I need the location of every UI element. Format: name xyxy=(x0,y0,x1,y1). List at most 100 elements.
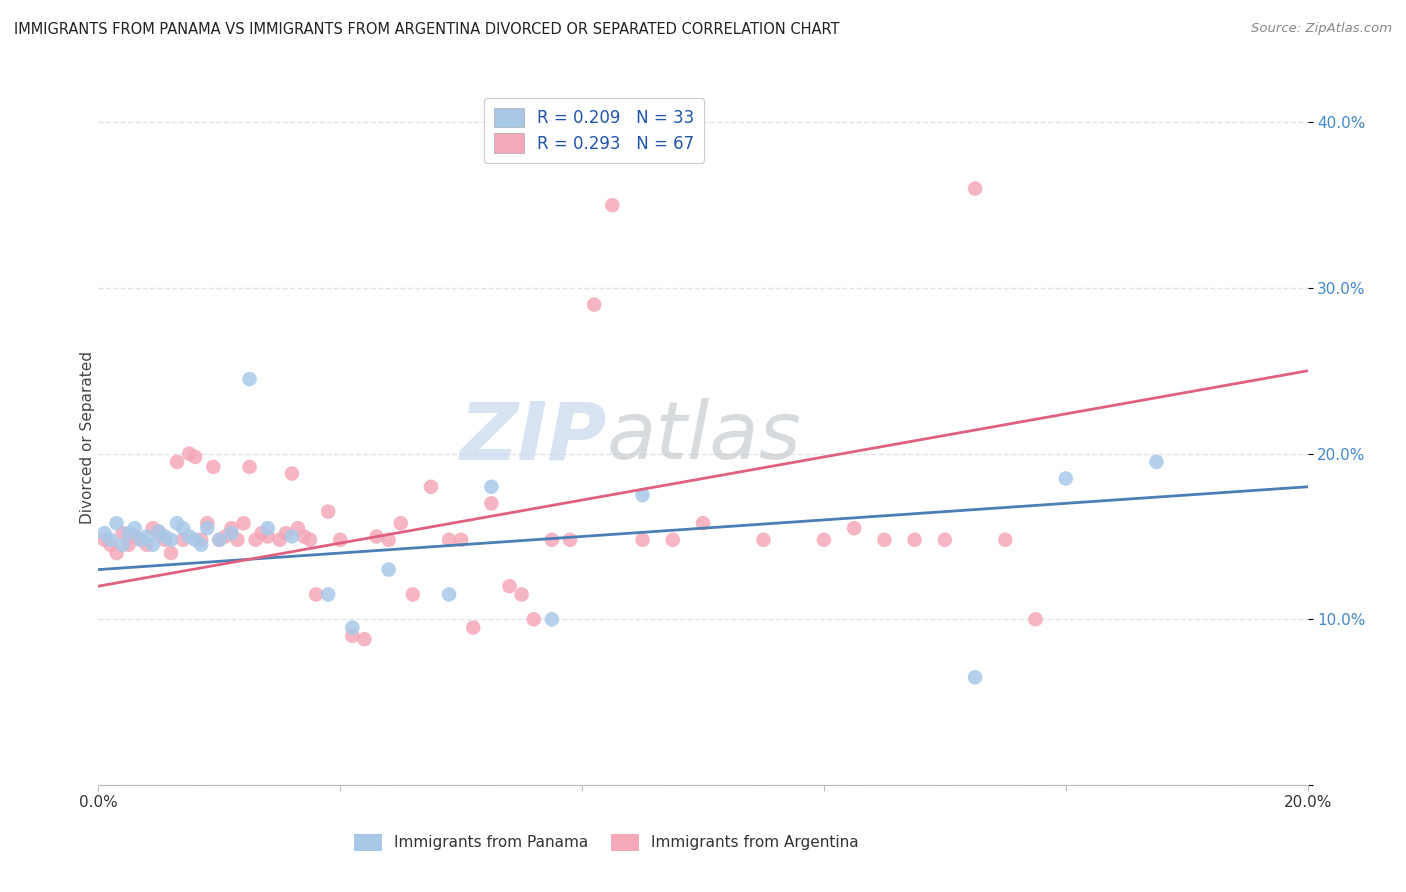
Point xyxy=(342,629,364,643)
Point xyxy=(481,480,503,494)
Point xyxy=(100,533,122,547)
Point xyxy=(195,521,218,535)
Point xyxy=(172,533,194,547)
Point xyxy=(100,538,122,552)
Point xyxy=(105,516,128,531)
Point xyxy=(105,546,128,560)
Point xyxy=(437,587,460,601)
Point xyxy=(214,529,236,543)
Point xyxy=(250,526,273,541)
Point xyxy=(377,563,399,577)
Point xyxy=(153,533,176,547)
Point xyxy=(166,455,188,469)
Point xyxy=(172,521,194,535)
Point xyxy=(329,533,352,547)
Point xyxy=(583,297,606,311)
Point xyxy=(208,533,231,547)
Point xyxy=(148,526,170,541)
Point xyxy=(142,538,165,552)
Point xyxy=(873,533,896,547)
Point xyxy=(844,521,866,535)
Point xyxy=(129,533,152,547)
Text: IMMIGRANTS FROM PANAMA VS IMMIGRANTS FROM ARGENTINA DIVORCED OR SEPARATED CORREL: IMMIGRANTS FROM PANAMA VS IMMIGRANTS FRO… xyxy=(14,22,839,37)
Point xyxy=(239,372,262,386)
Point xyxy=(631,533,654,547)
Point xyxy=(299,533,322,547)
Point xyxy=(124,521,146,535)
Point xyxy=(111,538,134,552)
Point xyxy=(166,516,188,531)
Point xyxy=(1144,455,1167,469)
Point xyxy=(292,529,315,543)
Point xyxy=(389,516,412,531)
Point xyxy=(1054,471,1077,485)
Point xyxy=(179,529,201,543)
Point xyxy=(965,670,987,684)
Point xyxy=(965,181,987,195)
Text: atlas: atlas xyxy=(606,398,801,476)
Point xyxy=(281,529,304,543)
Point xyxy=(124,529,146,543)
Point xyxy=(153,529,176,543)
Point xyxy=(256,529,278,543)
Point xyxy=(118,526,141,541)
Point xyxy=(994,533,1017,547)
Y-axis label: Divorced or Separated: Divorced or Separated xyxy=(80,351,94,524)
Point xyxy=(226,533,249,547)
Point xyxy=(287,521,309,535)
Text: Source: ZipAtlas.com: Source: ZipAtlas.com xyxy=(1251,22,1392,36)
Point xyxy=(342,621,364,635)
Point xyxy=(184,533,207,547)
Point xyxy=(523,612,546,626)
Point xyxy=(305,587,328,601)
Point xyxy=(377,533,399,547)
Point xyxy=(540,612,562,626)
Point xyxy=(631,488,654,502)
Point xyxy=(160,546,183,560)
Point xyxy=(463,621,485,635)
Point xyxy=(316,587,339,601)
Point xyxy=(510,587,533,601)
Point xyxy=(190,533,212,547)
Point xyxy=(602,198,624,212)
Point xyxy=(160,533,183,547)
Point xyxy=(316,505,339,519)
Point xyxy=(142,521,165,535)
Point xyxy=(202,459,225,474)
Point xyxy=(420,480,443,494)
Point xyxy=(437,533,460,547)
Point xyxy=(498,579,520,593)
Point xyxy=(245,533,267,547)
Point xyxy=(558,533,581,547)
Point xyxy=(179,447,201,461)
Point xyxy=(208,533,231,547)
Point xyxy=(353,632,375,647)
Legend: Immigrants from Panama, Immigrants from Argentina: Immigrants from Panama, Immigrants from … xyxy=(349,828,865,857)
Point xyxy=(813,533,835,547)
Point xyxy=(934,533,956,547)
Point xyxy=(269,533,291,547)
Point xyxy=(184,450,207,464)
Point xyxy=(135,538,157,552)
Point xyxy=(366,529,388,543)
Point xyxy=(195,516,218,531)
Point xyxy=(129,533,152,547)
Point xyxy=(148,524,170,539)
Point xyxy=(281,467,304,481)
Point xyxy=(221,521,243,535)
Point xyxy=(232,516,254,531)
Point xyxy=(692,516,714,531)
Point xyxy=(221,526,243,541)
Point xyxy=(274,526,297,541)
Point xyxy=(111,526,134,541)
Point xyxy=(450,533,472,547)
Point xyxy=(118,538,141,552)
Point xyxy=(190,538,212,552)
Point xyxy=(93,533,115,547)
Point xyxy=(481,496,503,510)
Point xyxy=(661,533,683,547)
Text: ZIP: ZIP xyxy=(458,398,606,476)
Point xyxy=(93,526,115,541)
Point xyxy=(256,521,278,535)
Point xyxy=(752,533,775,547)
